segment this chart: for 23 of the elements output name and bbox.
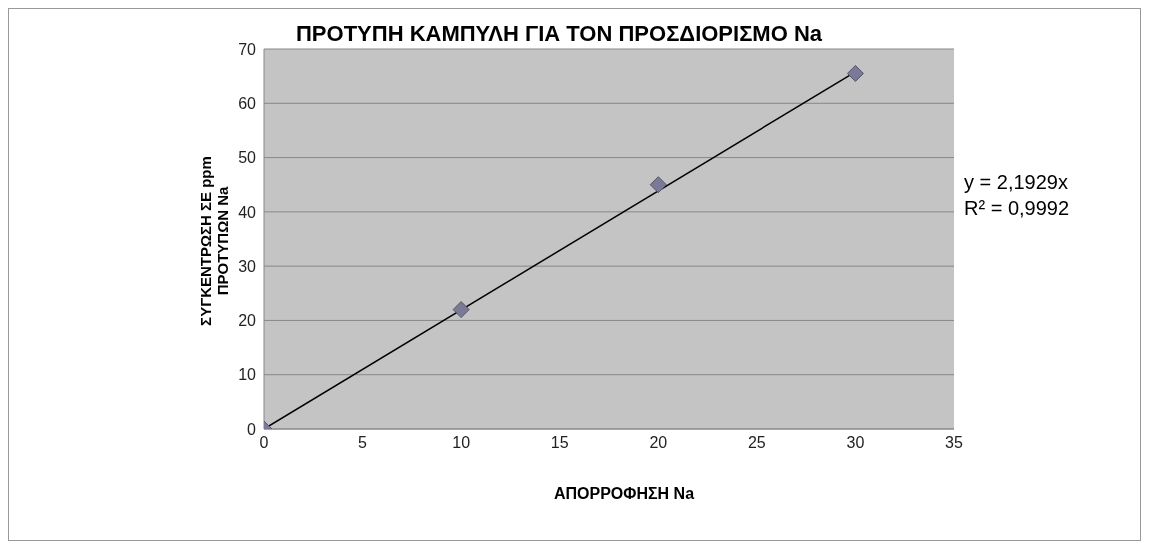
x-tick-label: 15: [550, 434, 569, 452]
y-tick-label: 40: [238, 203, 257, 221]
x-axis-title: ΑΠΟΡΡΟΦΗΣΗ Na: [552, 485, 696, 503]
y-tick-label: 30: [238, 257, 257, 275]
x-tick-label: 30: [846, 434, 865, 452]
y-tick-label: 0: [247, 420, 257, 438]
chart-title: ΠΡΟΤΥΠΗ ΚΑΜΠΥΛΗ ΓΙΑ ΤΟΝ ΠΡΟΣΔΙΟΡΙΣΜΟ Na: [295, 21, 823, 46]
y-tick-label: 70: [238, 40, 257, 58]
x-tick-label: 25: [747, 434, 766, 452]
text: R² = 0,9992: [964, 196, 1070, 221]
x-tick-label: 5: [358, 434, 368, 452]
y-tick-label: 10: [238, 366, 257, 384]
x-tick-label: 10: [452, 434, 471, 452]
y-tick-label: 60: [238, 94, 257, 112]
text: y = 2,1929x: [964, 170, 1069, 195]
x-tick-label: 35: [945, 434, 963, 452]
point: [846, 64, 864, 82]
point: [649, 176, 667, 194]
y-tick-label: 20: [238, 312, 257, 330]
y-axis-title: ΣΥΓΚΕΝΤΡΩΣΗ ΣΕ ppm ΠΡΟΤΥΠΩΝ Na: [197, 155, 231, 328]
x-tick-label: 20: [649, 434, 668, 452]
x-tick-label: 0: [259, 434, 269, 452]
y-tick-label: 50: [238, 149, 257, 167]
